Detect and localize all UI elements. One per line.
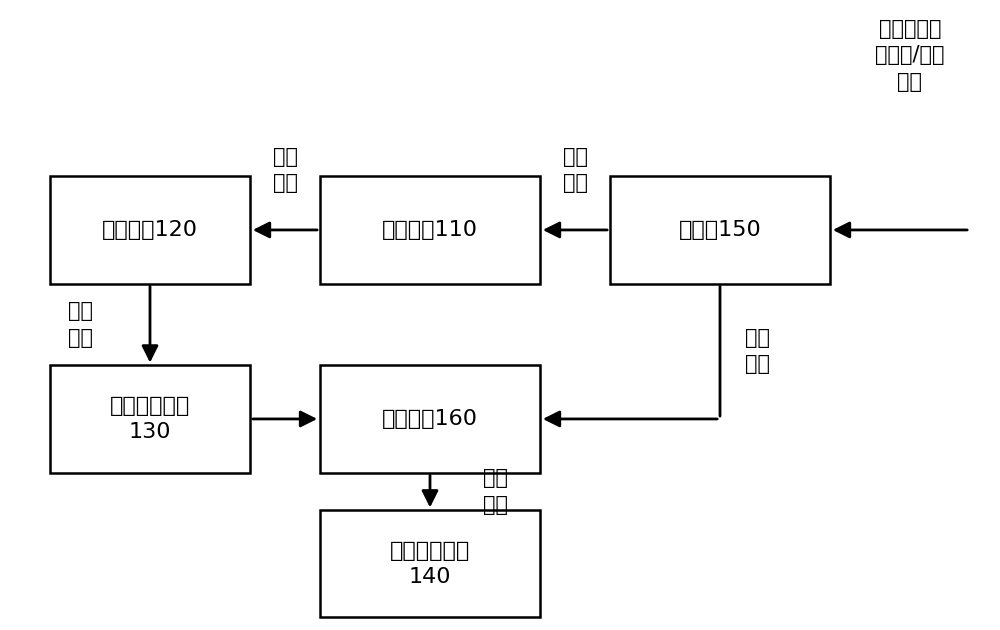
Text: 主集天线110: 主集天线110	[382, 220, 478, 240]
Bar	[50, 365, 250, 472]
Text: 测试
信号: 测试 信号	[562, 147, 588, 193]
Text: 分集天线开关
130: 分集天线开关 130	[110, 396, 190, 442]
Text: 耦合
信号: 耦合 信号	[745, 328, 770, 374]
Text: 功率检测电路
140: 功率检测电路 140	[390, 541, 470, 587]
Bar	[320, 365, 540, 472]
Text: 耦合器150: 耦合器150	[679, 220, 761, 240]
Bar	[50, 176, 250, 284]
Text: 分集天线120: 分集天线120	[102, 220, 198, 240]
Text: 测试
信号: 测试 信号	[482, 468, 508, 515]
Text: 切换开关160: 切换开关160	[382, 409, 478, 429]
Text: 测试
信号: 测试 信号	[273, 147, 298, 193]
Bar	[320, 176, 540, 284]
Text: 测试
信号: 测试 信号	[68, 301, 93, 348]
Bar	[610, 176, 830, 284]
Bar	[320, 510, 540, 617]
Text: 第一通信业
务信号/测试
信号: 第一通信业 务信号/测试 信号	[875, 19, 945, 92]
